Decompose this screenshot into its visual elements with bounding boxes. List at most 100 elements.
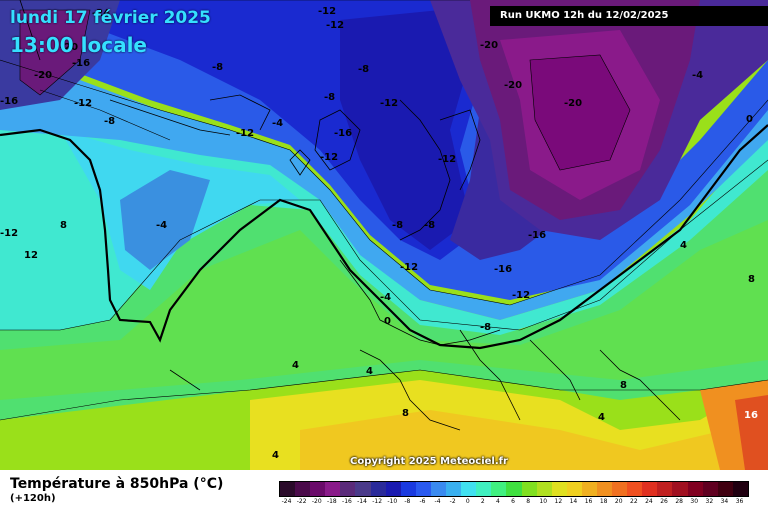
- color-scale-label: -12: [372, 498, 383, 505]
- isotherm-label: 4: [292, 360, 299, 371]
- isotherm-label: 0: [384, 316, 391, 327]
- color-scale-cell: [446, 482, 462, 496]
- isotherm-label: -16: [72, 58, 90, 69]
- isotherm-label: -20: [60, 42, 78, 53]
- isotherm-label: 8: [620, 380, 627, 391]
- color-scale-cell: [612, 482, 628, 496]
- isotherm-label: 0: [746, 114, 753, 125]
- color-scale-cell: [355, 482, 371, 496]
- color-scale-cell: [461, 482, 477, 496]
- color-scale-label: 30: [690, 498, 699, 505]
- color-scale-cell: [702, 482, 718, 496]
- isotherm-label: -8: [212, 62, 223, 73]
- color-scale-cell: [415, 482, 431, 496]
- color-scale-label: 12: [554, 498, 563, 505]
- isotherm-label: -8: [480, 322, 491, 333]
- forecast-offset: (+120h): [10, 493, 56, 504]
- isotherm-label: 4: [366, 366, 373, 377]
- color-scale-label: -20: [311, 498, 322, 505]
- color-scale-cell: [310, 482, 326, 496]
- isotherm-label: -12: [320, 152, 338, 163]
- color-scale-cell: [717, 482, 733, 496]
- color-scale-cell: [657, 482, 673, 496]
- color-scale-cell: [521, 482, 537, 496]
- isotherm-label: -20: [34, 70, 52, 81]
- isotherm-label: -20: [480, 40, 498, 51]
- color-scale-label: 2: [480, 498, 485, 505]
- isotherm-label: -8: [424, 220, 435, 231]
- isotherm-label: 4: [680, 240, 687, 251]
- color-scale-label: 20: [614, 498, 623, 505]
- color-scale-label: -6: [419, 498, 426, 505]
- color-scale-cell: [295, 482, 311, 496]
- isotherm-label: 4: [598, 412, 605, 423]
- color-scale-cell: [370, 482, 386, 496]
- color-scale-cell: [506, 482, 522, 496]
- isotherm-label: -12: [400, 262, 418, 273]
- color-scale-label: 14: [569, 498, 578, 505]
- color-scale-label: -4: [434, 498, 441, 505]
- color-scale-cell: [491, 482, 507, 496]
- isotherm-label: 4: [272, 450, 279, 461]
- isotherm-label: -12: [74, 98, 92, 109]
- isotherm-label: -16: [494, 264, 512, 275]
- isotherm-label: -4: [156, 220, 167, 231]
- color-scale-label: -22: [296, 498, 307, 505]
- color-scale-label: 26: [660, 498, 668, 505]
- isotherm-label: -16: [334, 128, 352, 139]
- isotherm-label: -8: [358, 64, 369, 75]
- color-scale-label: 36: [735, 498, 744, 505]
- color-scale-cell: [581, 482, 597, 496]
- color-scale-cell: [642, 482, 658, 496]
- color-scale: [279, 481, 749, 497]
- color-scale-label: 32: [705, 498, 714, 505]
- footer-bar: Température à 850hPa (°C) (+120h) -24 -22…: [0, 470, 768, 512]
- color-scale-label: -10: [387, 498, 398, 505]
- isotherm-label: -20: [564, 98, 582, 109]
- isotherm-label: -8: [392, 220, 403, 231]
- color-scale-cell: [627, 482, 643, 496]
- color-scale-cell: [672, 482, 688, 496]
- isotherm-label: 12: [24, 250, 38, 261]
- forecast-time: 13:00 locale: [10, 33, 147, 57]
- color-scale-cell: [400, 482, 416, 496]
- isotherm-label: -12: [512, 290, 530, 301]
- color-scale-label: 0: [465, 498, 470, 505]
- color-scale-cell: [430, 482, 447, 496]
- color-scale-label: -18: [326, 498, 337, 505]
- color-scale-cell: [536, 482, 552, 496]
- color-scale-label: 34: [720, 498, 729, 505]
- isotherm-label: -8: [104, 116, 115, 127]
- isotherm-label: -4: [692, 70, 703, 81]
- color-scale-label: 10: [539, 498, 548, 505]
- color-scale-labels: -24 -22 -20 -18 -16 -14 -12 -10 -8 -6 -4 -2 0 2 4 6 8 10 1…: [279, 498, 749, 508]
- isotherm-label: -12: [438, 154, 456, 165]
- color-scale-label: -8: [404, 498, 411, 505]
- isotherm-label: -12: [380, 98, 398, 109]
- color-scale-label: 8: [526, 498, 531, 505]
- isotherm-label: -16: [0, 96, 18, 107]
- run-info-label: Run UKMO 12h du 12/02/2025: [490, 6, 768, 26]
- color-scale-label: 18: [599, 498, 608, 505]
- color-scale-label: 22: [630, 498, 638, 505]
- color-scale-cell: [596, 482, 613, 496]
- color-scale-cell: [476, 482, 492, 496]
- color-scale-label: -24: [281, 498, 292, 505]
- color-scale-label: 24: [645, 498, 653, 505]
- color-scale-cell: [325, 482, 341, 496]
- isotherm-label: -8: [324, 92, 335, 103]
- isotherm-label: 16: [744, 410, 758, 421]
- color-scale-cell: [732, 482, 748, 496]
- isotherm-label: -4: [380, 292, 391, 303]
- isotherm-label: -12: [0, 228, 18, 239]
- color-scale-label: 4: [496, 498, 500, 505]
- color-scale-label: 28: [675, 498, 683, 505]
- isotherm-label: 8: [402, 408, 409, 419]
- color-scale-cell: [340, 482, 356, 496]
- color-scale-cell: [566, 482, 582, 496]
- isotherm-label: -12: [318, 6, 336, 17]
- isotherm-label: -12: [326, 20, 344, 31]
- color-scale-label: -16: [342, 498, 352, 505]
- color-scale-cell: [687, 482, 703, 496]
- color-scale-label: 6: [511, 498, 515, 505]
